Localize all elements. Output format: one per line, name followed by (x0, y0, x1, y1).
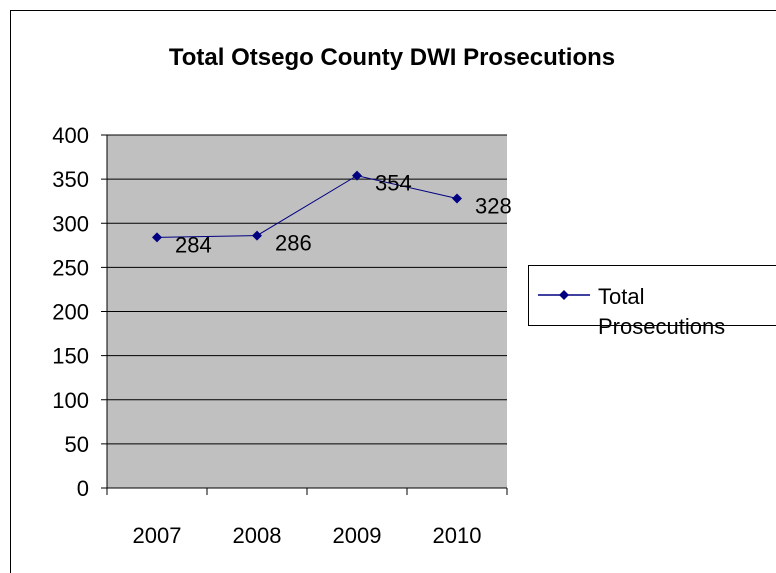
x-tick-label: 2010 (433, 523, 482, 548)
marker (452, 193, 462, 204)
data-label: 286 (275, 231, 312, 256)
data-label: 354 (375, 171, 412, 196)
y-tick-label: 200 (52, 300, 89, 325)
y-tick-label: 100 (52, 388, 89, 413)
legend-label: Total Prosecutions (598, 284, 726, 339)
x-tick-label: 2007 (133, 523, 182, 548)
marker (152, 232, 162, 243)
x-tick-label: 2008 (233, 523, 282, 548)
y-tick-label: 150 (52, 344, 89, 369)
chart-title: Total Otsego County DWI Prosecutions (169, 44, 615, 71)
legend-marker (559, 290, 569, 300)
y-tick-label: 400 (52, 123, 89, 148)
data-label: 328 (475, 194, 512, 219)
line (156, 175, 458, 238)
y-tick-label: 250 (52, 255, 89, 280)
x-tick-label: 2009 (333, 523, 382, 548)
y-tick-label: 50 (65, 432, 89, 457)
y-tick-label: 350 (52, 167, 89, 192)
marker (352, 170, 362, 181)
y-tick-label: 0 (77, 476, 89, 501)
y-tick-label: 300 (52, 211, 89, 236)
marker (252, 230, 262, 241)
data-label: 284 (175, 232, 212, 257)
